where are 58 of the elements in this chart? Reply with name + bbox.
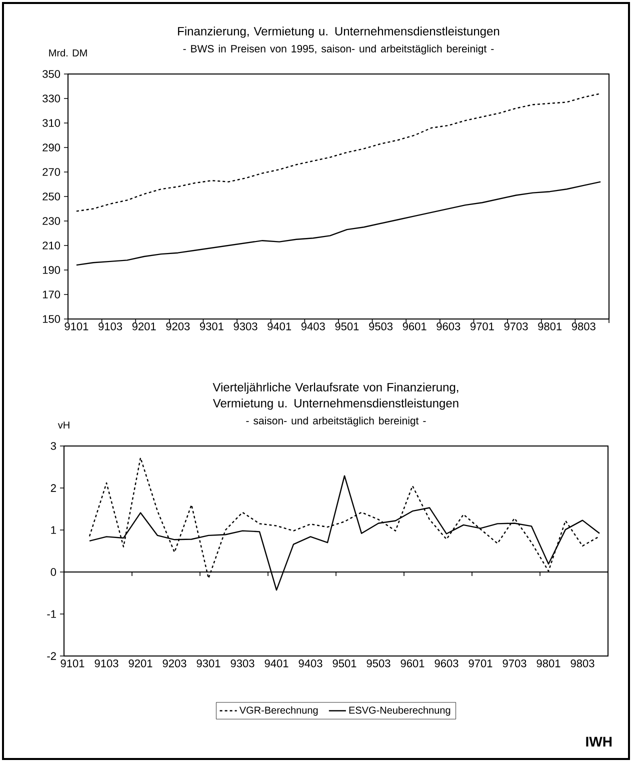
x-tick-label: 9703 bbox=[502, 660, 526, 668]
x-tick-label: 9401 bbox=[264, 660, 288, 668]
chart-subtitle: - BWS in Preisen von 1995, saison- und arbeitstäglich bereinigt - bbox=[183, 44, 494, 54]
y-tick-label: 270 bbox=[42, 168, 60, 176]
x-tick-label: 9303 bbox=[234, 322, 258, 330]
x-tick-label: 9203 bbox=[162, 660, 186, 668]
text: IWH bbox=[586, 736, 612, 746]
x-tick-label: 9301 bbox=[196, 660, 220, 668]
x-tick-label: 9301 bbox=[200, 322, 224, 330]
y-axis-title: vH bbox=[58, 422, 70, 428]
x-tick-label: 9801 bbox=[536, 660, 560, 668]
y-tick-label: 1 bbox=[51, 526, 56, 534]
x-tick-label: 9201 bbox=[128, 660, 152, 668]
y-tick-label: 330 bbox=[42, 94, 60, 102]
y-tick-label: 250 bbox=[42, 192, 60, 200]
x-tick-label: 9701 bbox=[468, 660, 492, 668]
legend-label: VGR-Berechnung bbox=[239, 706, 318, 716]
x-tick-label: 9203 bbox=[166, 322, 190, 330]
x-tick-label: 9803 bbox=[570, 660, 594, 668]
x-tick-label: 9303 bbox=[230, 660, 254, 668]
x-tick-label: 9103 bbox=[94, 660, 118, 668]
y-tick-label: 2 bbox=[50, 484, 56, 492]
y-tick-label: 230 bbox=[42, 217, 60, 225]
y-axis-title: Mrd. DM bbox=[49, 49, 87, 56]
y-tick-label: 190 bbox=[42, 266, 60, 274]
x-tick-label: 9703 bbox=[504, 322, 528, 330]
x-tick-label: 9501 bbox=[335, 322, 359, 330]
x-tick-label: 9701 bbox=[470, 322, 494, 330]
y-tick-label: 290 bbox=[42, 144, 60, 152]
x-tick-label: 9201 bbox=[132, 322, 156, 330]
x-tick-label: 9501 bbox=[332, 660, 356, 668]
x-tick-label: 9103 bbox=[98, 322, 122, 330]
chart-title: Vierteljährliche Verlaufsrate von Finanzierung, Vermietung u. Unternehmensdienstleistungen bbox=[212, 382, 458, 410]
x-tick-label: 9503 bbox=[369, 322, 393, 330]
x-tick-label: 9503 bbox=[366, 660, 390, 668]
x-tick-label: 9801 bbox=[538, 322, 562, 330]
y-tick-label: 350 bbox=[42, 70, 60, 78]
x-tick-label: 9101 bbox=[60, 660, 84, 668]
x-tick-label: 9403 bbox=[301, 322, 325, 330]
y-tick-label: 210 bbox=[42, 242, 60, 250]
x-tick-label: 9601 bbox=[400, 660, 424, 668]
x-tick-label: 9603 bbox=[434, 660, 458, 668]
chart-subtitle: - saison- und arbeitstäglich bereinigt - bbox=[246, 416, 426, 426]
x-tick-label: 9601 bbox=[402, 322, 426, 330]
legend-label: ESVG-Neuberechnung bbox=[349, 706, 450, 716]
y-tick-label: 170 bbox=[42, 290, 60, 298]
x-tick-label: 9101 bbox=[64, 322, 88, 330]
y-tick-label: -2 bbox=[47, 652, 56, 660]
y-tick-label: 3 bbox=[50, 442, 56, 450]
x-tick-label: 9403 bbox=[298, 660, 322, 668]
x-tick-label: 9401 bbox=[268, 322, 292, 330]
x-tick-label: 9803 bbox=[572, 322, 596, 330]
y-tick-label: -1 bbox=[47, 610, 56, 618]
y-tick-label: 150 bbox=[42, 315, 60, 323]
chart-title: Finanzierung, Vermietung u. Unternehmensdienstleistungen bbox=[178, 26, 500, 38]
x-tick-label: 9603 bbox=[436, 322, 460, 330]
y-tick-label: 0 bbox=[50, 568, 56, 576]
y-tick-label: 310 bbox=[42, 119, 60, 127]
